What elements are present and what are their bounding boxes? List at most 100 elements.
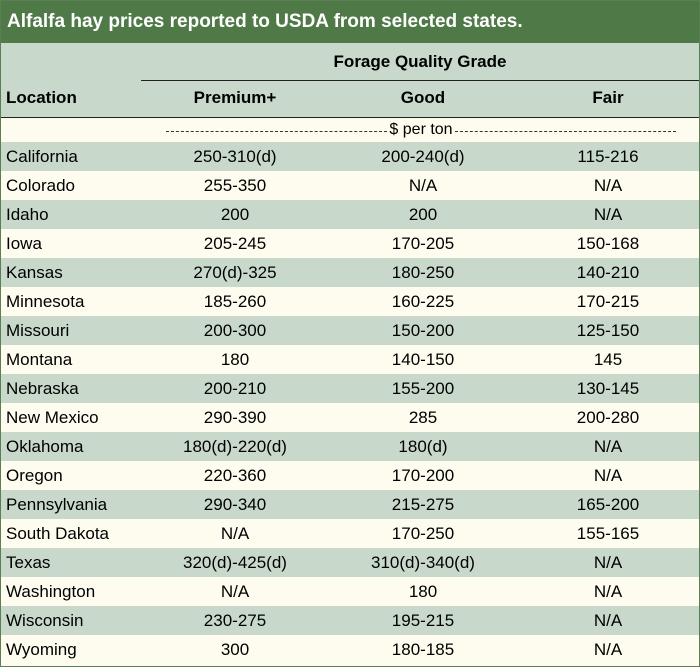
table-body: California 250-310(d) 200-240(d) 115-216 Col… — [1, 142, 699, 664]
fair-cell: 130-145 — [576, 379, 640, 398]
units-dash-left — [166, 130, 388, 132]
table-row: Missouri 200-300 150-200 125-150 — [1, 316, 699, 345]
fair-cell: 170-215 — [576, 292, 640, 311]
table-row: Oregon 220-360 170-200 N/A — [1, 461, 699, 490]
header-divider — [141, 80, 699, 81]
good-cell: 180-250 — [391, 263, 455, 282]
premium-cell: 255-350 — [203, 176, 267, 195]
table-row: South Dakota N/A 170-250 155-165 — [1, 519, 699, 548]
good-cell: 195-215 — [391, 611, 455, 630]
location-cell: Oregon — [6, 466, 63, 485]
premium-cell: 200 — [220, 205, 250, 224]
fair-cell: N/A — [593, 553, 623, 572]
table-title: Alfalfa hay prices reported to USDA from… — [1, 1, 699, 43]
premium-cell: N/A — [220, 582, 250, 601]
table-row: Wisconsin 230-275 195-215 N/A — [1, 606, 699, 635]
location-cell: Missouri — [6, 321, 70, 340]
fair-cell: 200-280 — [576, 408, 640, 427]
good-cell: 155-200 — [391, 379, 455, 398]
good-cell: 180-185 — [391, 640, 455, 659]
table-row: Wyoming 300 180-185 N/A — [1, 635, 699, 664]
good-cell: N/A — [408, 176, 438, 195]
good-cell: 310(d)-340(d) — [371, 553, 475, 572]
table-row: Texas 320(d)-425(d) 310(d)-340(d) N/A — [1, 548, 699, 577]
table-row: Washington N/A 180 N/A — [1, 577, 699, 606]
good-cell: 170-200 — [391, 466, 455, 485]
table-row: New Mexico 290-390 285 200-280 — [1, 403, 699, 432]
location-cell: Wyoming — [6, 640, 77, 659]
fair-cell: 155-165 — [576, 524, 640, 543]
table-row: Oklahoma 180(d)-220(d) 180(d) N/A — [1, 432, 699, 461]
fair-cell: 150-168 — [576, 234, 640, 253]
location-cell: California — [6, 147, 78, 166]
good-cell: 150-200 — [391, 321, 455, 340]
units-row: $ per ton — [1, 118, 699, 142]
fair-cell: 165-200 — [576, 495, 640, 514]
fair-cell: 115-216 — [577, 147, 639, 166]
table-row: Pennsylvania 290-340 215-275 165-200 — [1, 490, 699, 519]
premium-cell: 230-275 — [203, 611, 267, 630]
good-cell: 215-275 — [391, 495, 455, 514]
location-cell: South Dakota — [6, 524, 110, 543]
units-label: $ per ton — [389, 121, 453, 138]
location-cell: Iowa — [6, 234, 42, 253]
header-bottom-divider — [1, 117, 699, 118]
premium-cell: 180(d)-220(d) — [183, 437, 287, 456]
table-row: Kansas 270(d)-325 180-250 140-210 — [1, 258, 699, 287]
premium-cell: 185-260 — [203, 292, 267, 311]
fair-cell: N/A — [593, 176, 623, 195]
table-row: Colorado 255-350 N/A N/A — [1, 171, 699, 200]
forage-quality-grade-heading: Forage Quality Grade — [333, 52, 507, 71]
table-row: Iowa 205-245 170-205 150-168 — [1, 229, 699, 258]
location-cell: Pennsylvania — [6, 495, 108, 514]
location-column-header: Location — [6, 88, 77, 107]
premium-cell: 180 — [220, 350, 250, 369]
premium-cell: 200-300 — [203, 321, 267, 340]
premium-cell: 270(d)-325 — [193, 263, 277, 282]
good-cell: 160-225 — [391, 292, 455, 311]
fair-cell: N/A — [593, 437, 623, 456]
table-row: Nebraska 200-210 155-200 130-145 — [1, 374, 699, 403]
premium-cell: 290-340 — [203, 495, 267, 514]
location-cell: Colorado — [6, 176, 75, 195]
good-cell: 200 — [408, 205, 438, 224]
table-row: Idaho 200 200 N/A — [1, 200, 699, 229]
premium-cell: 320(d)-425(d) — [183, 553, 287, 572]
premium-cell: 300 — [220, 640, 250, 659]
fair-cell: N/A — [593, 205, 623, 224]
location-cell: Washington — [6, 582, 96, 601]
fair-cell: N/A — [593, 640, 623, 659]
good-cell: 200-240(d) — [381, 147, 465, 166]
location-cell: Oklahoma — [6, 437, 84, 456]
fair-cell: 140-210 — [576, 263, 640, 282]
location-cell: Wisconsin — [6, 611, 84, 630]
good-cell: 180(d) — [398, 437, 448, 456]
table-row: California 250-310(d) 200-240(d) 115-216 — [1, 142, 699, 171]
fair-cell: N/A — [593, 611, 623, 630]
good-cell: 140-150 — [391, 350, 455, 369]
good-column-header: Good — [400, 88, 446, 107]
location-cell: Kansas — [6, 263, 63, 282]
table-row: Montana 180 140-150 145 — [1, 345, 699, 374]
good-cell: 285 — [408, 408, 438, 427]
fair-cell: 145 — [593, 350, 623, 369]
location-cell: Idaho — [6, 205, 49, 224]
units-dash-right — [454, 130, 676, 132]
fair-cell: N/A — [593, 582, 623, 601]
premium-cell: 290-390 — [203, 408, 267, 427]
good-cell: 180 — [408, 582, 438, 601]
premium-cell: 220-360 — [203, 466, 267, 485]
table-row: Minnesota 185-260 160-225 170-215 — [1, 287, 699, 316]
location-cell: Montana — [6, 350, 73, 369]
fair-column-header: Fair — [592, 88, 624, 107]
location-cell: Texas — [6, 553, 51, 572]
location-cell: Nebraska — [6, 379, 79, 398]
location-cell: New Mexico — [6, 408, 99, 427]
good-cell: 170-250 — [391, 524, 455, 543]
premium-column-header: Premium+ — [193, 88, 277, 107]
fair-cell: 125-150 — [576, 321, 640, 340]
table-header: Forage Quality Grade Location Premium+ G… — [1, 43, 699, 117]
fair-cell: N/A — [593, 466, 623, 485]
good-cell: 170-205 — [391, 234, 455, 253]
